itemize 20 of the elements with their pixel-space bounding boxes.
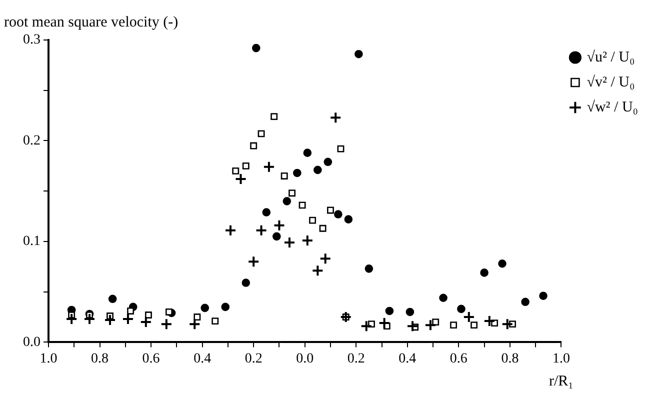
legend-label: √u² / U₀ — [586, 49, 635, 66]
x-tick-label: 0.6 — [142, 351, 160, 366]
x-tick-label: 0.2 — [347, 351, 365, 366]
x-tick-label: 0.4 — [398, 351, 416, 366]
x-tick-label: 1.0 — [552, 351, 570, 366]
x-tick-label: 1.0 — [40, 351, 58, 366]
x-tick-label: 0.6 — [450, 351, 468, 366]
x-tick-label: 0.2 — [244, 351, 262, 366]
x-tick-label: 0.8 — [91, 351, 109, 366]
y-tick-label: 0.2 — [23, 133, 40, 148]
x-tick-label: 0.8 — [501, 351, 519, 366]
x-tick-label: 0.4 — [194, 351, 212, 366]
y-tick-label: 0.1 — [23, 234, 40, 250]
x-axis-title: r/R₁ — [549, 374, 574, 390]
y-tick-label: 0.0 — [23, 334, 40, 350]
y-tick-label: 0.3 — [23, 32, 40, 48]
y-axis-title: root mean square velocity (-) — [4, 14, 178, 30]
legend-label: √w² / U₀ — [586, 99, 638, 116]
x-tick-label: 0.0 — [296, 351, 314, 366]
legend-label: √v² / U₀ — [586, 74, 635, 90]
